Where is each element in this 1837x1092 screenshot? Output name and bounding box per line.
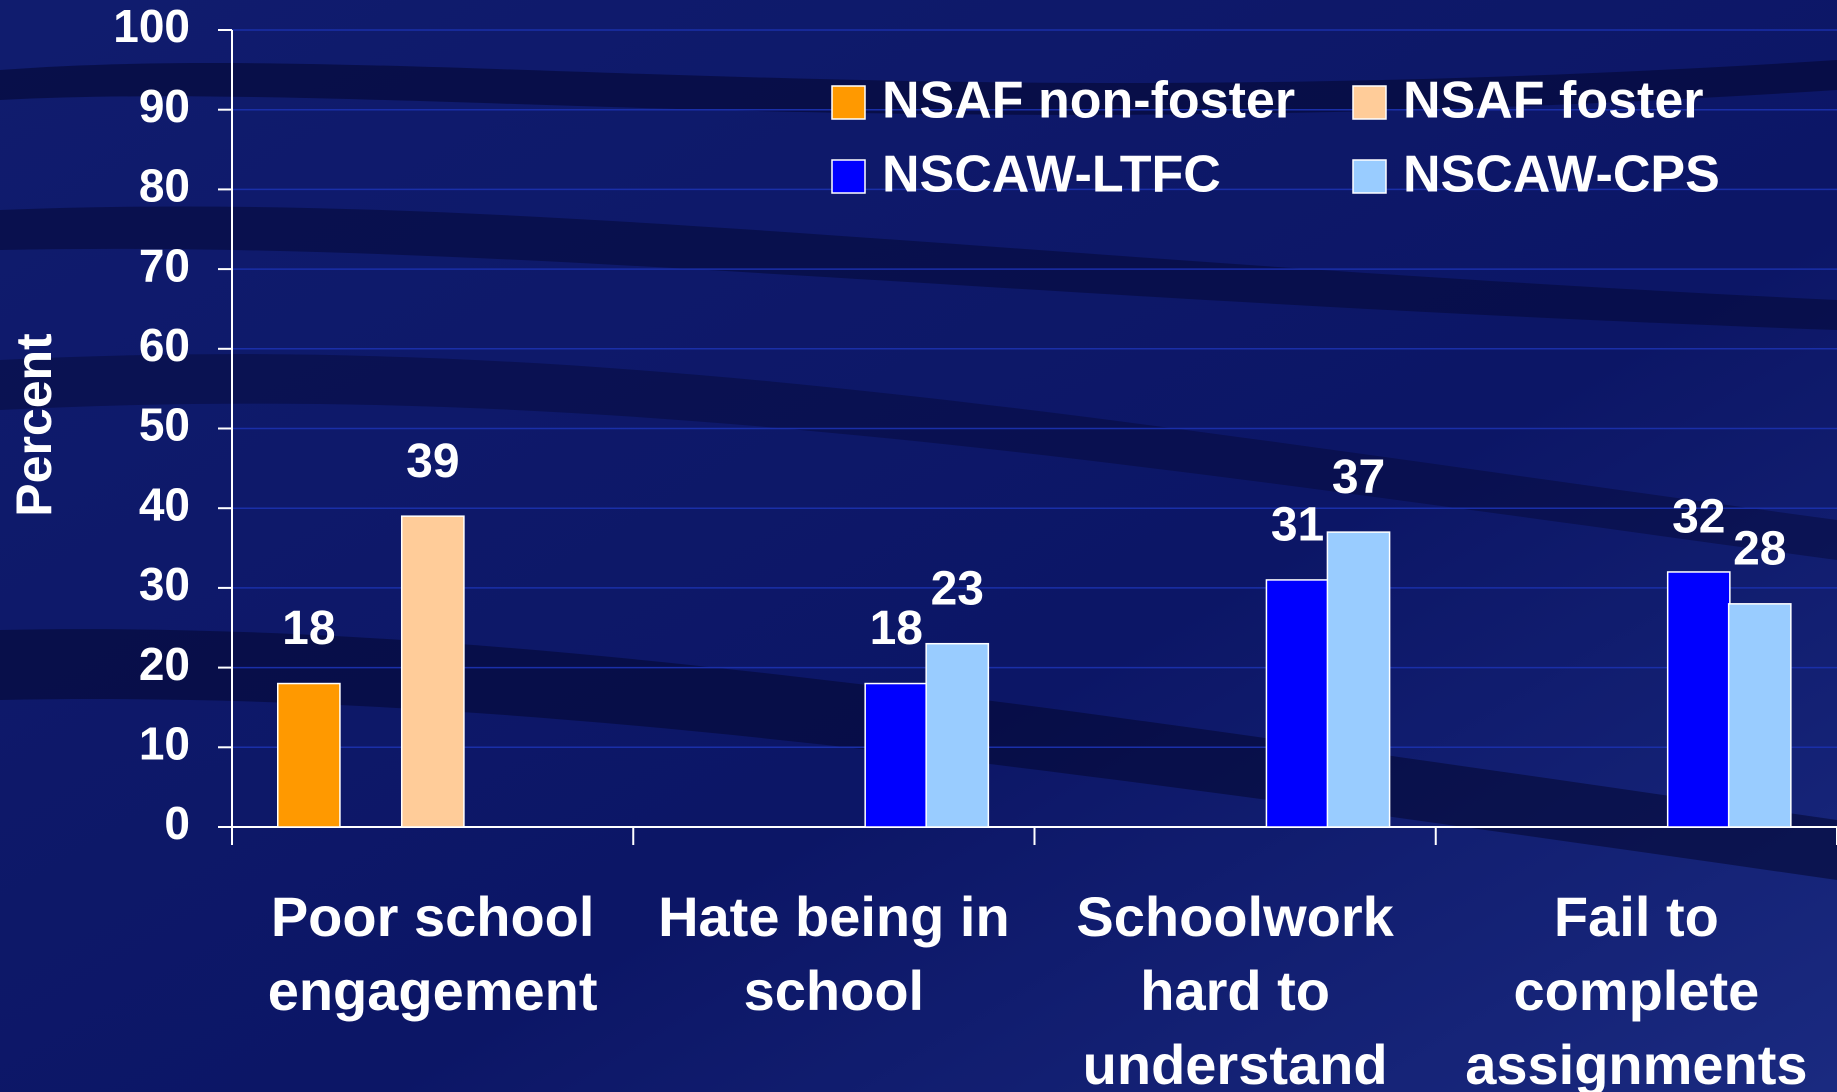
legend-swatch [831, 85, 866, 120]
legend-swatch [1352, 159, 1387, 194]
legend-label: NSCAW-CPS [1403, 146, 1720, 204]
y-tick-label: 40 [139, 478, 190, 530]
y-tick-label: 60 [139, 319, 190, 371]
data-label: 31 [1271, 499, 1324, 552]
data-label: 39 [406, 435, 459, 488]
legend-label: NSCAW-LTFC [882, 146, 1221, 204]
bar [400, 515, 465, 828]
bar [864, 682, 929, 828]
y-tick-label: 10 [139, 717, 190, 769]
bar [1265, 579, 1330, 828]
y-tick-label: 100 [113, 0, 190, 52]
x-tick-label: Fail to complete assignments [1465, 885, 1808, 1092]
data-label: 18 [282, 602, 335, 655]
data-label: 18 [870, 602, 923, 655]
y-tick-label: 80 [139, 160, 190, 212]
x-tick-label: Hate being in school [658, 885, 1010, 1022]
bar [925, 642, 990, 828]
swoosh [0, 206, 1837, 330]
x-tick-label: Poor school engagement [267, 885, 598, 1022]
swoosh [0, 354, 1837, 560]
x-tick-label: Schoolwork hard to understand [1076, 885, 1394, 1092]
bar [1727, 603, 1792, 828]
data-label: 28 [1733, 523, 1786, 576]
legend-label: NSAF non-foster [882, 72, 1295, 130]
y-axis-label: Percent [6, 333, 62, 517]
legend-label: NSAF foster [1403, 72, 1703, 130]
bar [1326, 531, 1391, 828]
y-tick-label: 20 [139, 638, 190, 690]
legend-swatch [831, 159, 866, 194]
y-tick-label: 30 [139, 558, 190, 610]
legend-swatch [1352, 85, 1387, 120]
y-tick-label: 0 [164, 797, 190, 849]
data-label: 23 [931, 562, 984, 615]
data-label: 37 [1332, 451, 1385, 504]
bar [1666, 571, 1731, 828]
y-tick-label: 70 [139, 239, 190, 291]
data-label: 32 [1672, 491, 1725, 544]
y-tick-label: 90 [139, 80, 190, 132]
bar [276, 682, 341, 828]
y-tick-label: 50 [139, 399, 190, 451]
